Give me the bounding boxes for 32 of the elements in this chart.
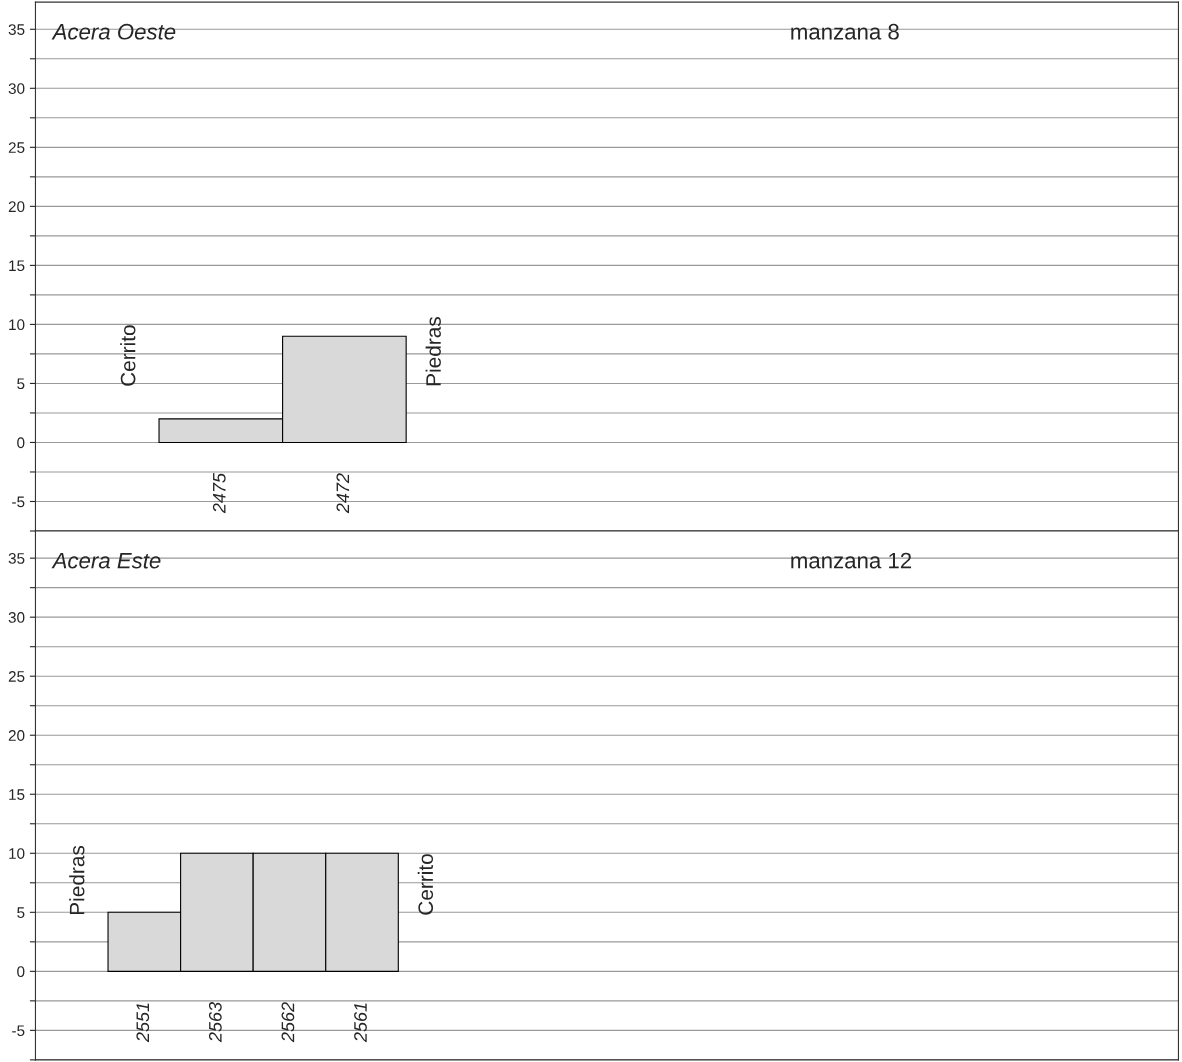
x-tick-label: 2475 xyxy=(212,472,226,514)
y-tick-label: -5 xyxy=(12,496,25,508)
text: Cerrito xyxy=(417,854,434,915)
y-tick-label: 35 xyxy=(8,553,25,564)
y-tick-label: 5 xyxy=(17,907,25,918)
y-tick-label: 0 xyxy=(17,437,25,449)
y-tick-label: 25 xyxy=(8,671,25,682)
text: Acera Este xyxy=(51,552,161,569)
x-tick-label: 2561 xyxy=(354,1003,367,1043)
text: Cerrito xyxy=(120,325,136,386)
y-tick-label: 0 xyxy=(17,966,25,978)
text: manzana 12 xyxy=(791,552,912,569)
y-tick-label: 20 xyxy=(8,730,25,741)
x-tick-label: 2472 xyxy=(336,473,350,514)
y-tick-label: 15 xyxy=(9,789,25,800)
x-tick-label: 2563 xyxy=(208,1002,222,1043)
y-tick-label: 15 xyxy=(9,260,25,272)
y-tick-label: -5 xyxy=(12,1025,25,1037)
y-tick-label: 20 xyxy=(8,201,25,213)
text: manzana 8 xyxy=(791,23,899,40)
x-tick-label: 2551 xyxy=(136,1003,150,1043)
y-tick-label: 35 xyxy=(8,24,25,35)
x-tick-label: 2562 xyxy=(281,1002,295,1043)
y-tick-label: 30 xyxy=(8,612,25,623)
y-tick-label: 25 xyxy=(8,142,25,154)
text: Piedras xyxy=(425,317,441,386)
y-tick-label: 10 xyxy=(9,319,25,331)
y-tick-label: 30 xyxy=(8,83,25,94)
y-tick-label: 5 xyxy=(17,378,25,390)
text: Piedras xyxy=(69,845,85,915)
y-tick-label: 10 xyxy=(9,848,25,859)
text: Acera Oeste xyxy=(51,23,176,40)
